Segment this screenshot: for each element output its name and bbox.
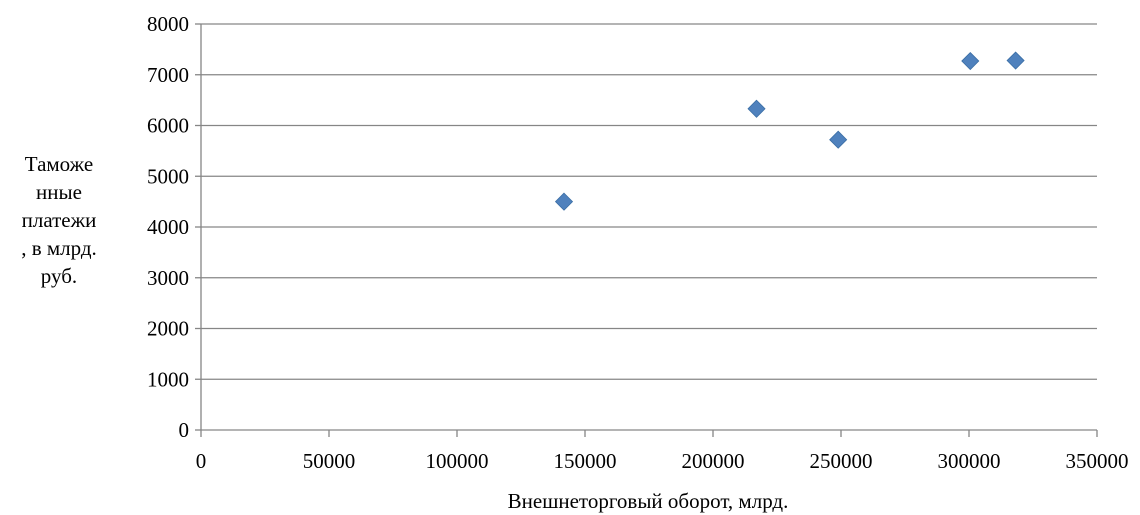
- x-tick-label: 100000: [426, 449, 489, 473]
- y-tick-label: 2000: [147, 317, 189, 341]
- y-axis-title-line: нные: [36, 180, 82, 204]
- y-axis-title: Таможе нные платежи , в млрд. руб.: [0, 150, 118, 290]
- data-point-diamond: [1006, 51, 1025, 70]
- data-point-diamond: [554, 192, 574, 211]
- x-tick-label: 50000: [303, 449, 356, 473]
- data-points: [554, 51, 1025, 211]
- x-tick-label: 300000: [938, 449, 1001, 473]
- y-axis-title-line: Таможе: [24, 152, 94, 176]
- x-axis-title: Внешнеторговый оборот, млрд.: [508, 489, 789, 513]
- x-tick-label: 200000: [682, 449, 745, 473]
- data-point-diamond: [829, 130, 848, 149]
- y-tick-labels: 0 1000 2000 3000 4000 5000 6000 7000 8000: [147, 12, 189, 442]
- x-tick-label: 150000: [554, 449, 617, 473]
- axes: [195, 23, 1098, 437]
- gridlines: [201, 23, 1097, 380]
- y-axis-title-line: , в млрд.: [21, 236, 97, 260]
- data-point-diamond: [961, 51, 980, 71]
- y-tick-label: 3000: [147, 266, 189, 290]
- y-axis-title-line: руб.: [40, 264, 78, 288]
- x-tick-labels: 0 50000 100000 150000 200000 250000 300000 3500…: [196, 449, 1129, 473]
- y-tick-label: 0: [179, 418, 190, 442]
- y-tick-label: 4000: [147, 215, 189, 239]
- y-axis-title-line: платежи: [21, 208, 97, 232]
- data-point-diamond: [747, 99, 766, 118]
- x-tick-label: 250000: [810, 449, 873, 473]
- y-tick-label: 5000: [147, 164, 189, 188]
- y-tick-label: 6000: [147, 114, 189, 138]
- y-tick-label: 8000: [147, 12, 189, 36]
- y-tick-label: 1000: [147, 367, 189, 391]
- y-tick-label: 7000: [147, 63, 189, 87]
- x-tick-label: 0: [196, 449, 207, 473]
- x-tick-label: 350000: [1066, 449, 1129, 473]
